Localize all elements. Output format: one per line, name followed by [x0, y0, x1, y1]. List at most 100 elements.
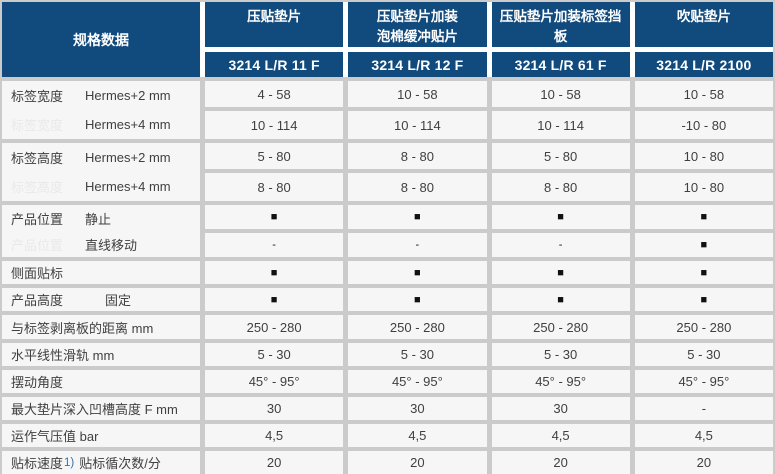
row-label-labeling-speed: 贴标速度 1) 贴标循次数/分	[2, 451, 200, 474]
product-header-3: 压贴垫片加装标签挡 板	[491, 2, 630, 47]
value-cell: 20	[205, 451, 344, 474]
label-suffix: Hermes+4 mm	[85, 179, 171, 194]
label-text: 水平线性滑轨 mm	[11, 348, 115, 363]
label-line: 运作气压值 bar	[11, 426, 200, 445]
value-cell: ■	[491, 261, 630, 284]
value-cell: 8 - 80	[348, 143, 487, 169]
value-cell: 20	[348, 451, 487, 474]
row-label-linear-rail: 水平线性滑轨 mm	[2, 343, 200, 366]
label-line: 标签宽度 Hermes+4 mm	[11, 115, 200, 134]
label-suffix: 直线移动	[85, 237, 138, 253]
footnote-ref[interactable]: 1)	[64, 456, 75, 469]
value-cell: 250 - 280	[348, 315, 487, 339]
label-text: 运作气压值 bar	[11, 429, 99, 444]
corner-header: 规格数据	[2, 2, 200, 77]
row-label-air-pressure: 运作气压值 bar	[2, 424, 200, 447]
value-cell: ■	[634, 233, 773, 257]
value-cell: -	[491, 233, 630, 257]
label-suffix: 固定	[105, 293, 132, 308]
label-line: 标签高度 Hermes+2 mm	[11, 148, 200, 167]
label-suffix: Hermes+2 mm	[85, 88, 171, 103]
value-cell: ■	[205, 261, 344, 284]
table-header: 规格数据 压贴垫片 压贴垫片加装 泡棉缓冲贴片 压贴垫片加装标签挡 板 吹贴垫片…	[2, 2, 773, 77]
label-line: 贴标速度 1) 贴标循次数/分	[11, 453, 200, 472]
model-header-3: 3214 L/R 61 F	[491, 52, 630, 77]
value-cell: 10 - 58	[348, 81, 487, 107]
value-cell: 5 - 30	[634, 343, 773, 366]
label-line: 最大垫片深入凹槽高度 F mm	[11, 399, 200, 418]
value-cell: 10 - 114	[205, 111, 344, 139]
label-line: 摆动角度	[11, 372, 200, 391]
label-suffix: Hermes+2 mm	[85, 150, 171, 165]
model-header-2: 3214 L/R 12 F	[348, 52, 487, 77]
value-cell: ■	[348, 261, 487, 284]
value-cell: 5 - 80	[205, 143, 344, 169]
label-line: 标签高度 Hermes+4 mm	[11, 177, 200, 196]
model-header-4: 3214 L/R 2100	[634, 52, 773, 77]
value-cell: -	[205, 233, 344, 257]
value-cell: 250 - 280	[634, 315, 773, 339]
value-cell: 10 - 58	[491, 81, 630, 107]
value-cell: 4 - 58	[205, 81, 344, 107]
value-cell: 8 - 80	[205, 173, 344, 201]
label-text: 与标签剥离板的距离 mm	[11, 320, 154, 336]
value-cell: -	[634, 397, 773, 420]
label-text: 贴标速度	[11, 456, 64, 471]
row-label-product-height: 产品高度 固定	[2, 288, 200, 311]
value-cell: 5 - 80	[491, 143, 630, 169]
value-cell: -	[348, 233, 487, 257]
row-label-side-labeling: 侧面贴标	[2, 261, 200, 284]
label-text: 最大垫片深入凹槽高度 F mm	[11, 402, 178, 417]
value-cell: 10 - 80	[634, 143, 773, 169]
value-cell: 5 - 30	[348, 343, 487, 366]
value-cell: 45° - 95°	[634, 370, 773, 393]
value-cell: 10 - 80	[634, 173, 773, 201]
value-cell: ■	[491, 288, 630, 311]
value-cell: 8 - 80	[491, 173, 630, 201]
label-prefix-ghost: 标签宽度	[11, 118, 64, 133]
value-cell: ■	[348, 205, 487, 229]
label-line: 产品位置 静止	[11, 209, 200, 228]
value-cell: 30	[205, 397, 344, 420]
value-cell: ■	[634, 205, 773, 229]
value-cell: 250 - 280	[491, 315, 630, 339]
value-cell: 5 - 30	[205, 343, 344, 366]
value-cell: 45° - 95°	[348, 370, 487, 393]
value-cell: 10 - 114	[348, 111, 487, 139]
value-cell: 10 - 114	[491, 111, 630, 139]
label-prefix: 产品高度	[11, 293, 64, 308]
row-label-label-height: 标签高度 Hermes+2 mm 标签高度 Hermes+4 mm	[2, 143, 200, 201]
row-label-product-position: 产品位置 静止 产品位置 直线移动	[2, 205, 200, 257]
value-cell: 45° - 95°	[205, 370, 344, 393]
label-line: 标签宽度 Hermes+2 mm	[11, 86, 200, 105]
product-header-1: 压贴垫片	[205, 2, 344, 47]
label-suffix: Hermes+4 mm	[85, 117, 171, 132]
label-suffix: 贴标循次数/分	[79, 456, 161, 471]
value-cell: 10 - 58	[634, 81, 773, 107]
label-text: 侧面贴标	[11, 266, 64, 281]
value-cell: -10 - 80	[634, 111, 773, 139]
value-cell: ■	[634, 261, 773, 284]
value-cell: 45° - 95°	[491, 370, 630, 393]
row-label-label-width: 标签宽度 Hermes+2 mm 标签宽度 Hermes+4 mm	[2, 81, 200, 139]
label-line: 侧面贴标	[11, 263, 200, 282]
value-cell: 20	[634, 451, 773, 474]
value-cell: ■	[205, 288, 344, 311]
label-line: 水平线性滑轨 mm	[11, 345, 200, 364]
value-cell: 4,5	[205, 424, 344, 447]
value-cell: 20	[491, 451, 630, 474]
label-prefix: 产品位置	[11, 211, 64, 227]
label-prefix: 标签高度	[11, 151, 64, 166]
value-cell: 5 - 30	[491, 343, 630, 366]
table-body: 标签宽度 Hermes+2 mm 标签宽度 Hermes+4 mm 4 - 58…	[2, 81, 773, 474]
value-cell: 4,5	[348, 424, 487, 447]
value-cell: ■	[491, 205, 630, 229]
value-cell: 250 - 280	[205, 315, 344, 339]
product-header-4: 吹贴垫片	[634, 2, 773, 47]
value-cell: ■	[634, 288, 773, 311]
product-header-2: 压贴垫片加装 泡棉缓冲贴片	[348, 2, 487, 47]
value-cell: 30	[491, 397, 630, 420]
label-line: 与标签剥离板的距离 mm	[11, 318, 200, 337]
value-cell: 4,5	[634, 424, 773, 447]
